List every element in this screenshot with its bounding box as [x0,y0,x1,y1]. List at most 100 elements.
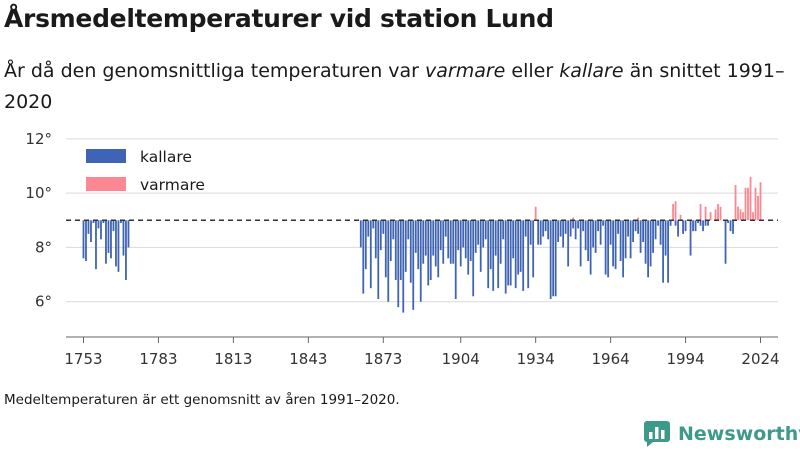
bar-kallare [727,220,729,223]
brand-name: Newsworthy [678,423,800,445]
bar-kallare [674,220,677,226]
bar-varmare [699,204,702,221]
bar-kallare [732,220,734,234]
bar-kallare [624,220,627,259]
bar-kallare [127,220,130,248]
bar-kallare [604,220,607,275]
bar-kallare [367,220,370,237]
bar-kallare [729,220,732,232]
bar-kallare [87,220,90,234]
bar-kallare [552,220,555,297]
bar-kallare [607,220,610,278]
bar-kallare [417,220,420,270]
bar-varmare [672,204,674,221]
bar-kallare [462,220,465,248]
bar-kallare [702,220,704,232]
bar-kallare [125,220,127,280]
bar-kallare [439,220,442,251]
bar-kallare [362,220,365,294]
bar-kallare [364,220,367,270]
bar-kallare [524,220,527,237]
bar-kallare [517,220,520,275]
bar-varmare [704,206,707,221]
bar-kallare [472,220,475,297]
bar-varmare [734,185,737,221]
y-tick-label: 6° [35,293,52,311]
bar-kallare [477,220,480,245]
bar-kallare [442,220,445,264]
bar-kallare [647,220,649,278]
bar-kallare [587,220,590,261]
bar-kallare [594,220,597,253]
bar-kallare [599,220,602,245]
bar-kallare [519,220,522,272]
bar-kallare [549,220,552,299]
bar-kallare [664,220,667,256]
bar-kallare [637,220,639,234]
x-tick-label: 1994 [666,350,704,368]
bar-kallare [487,220,490,289]
bar-varmare [742,212,744,221]
bar-kallare [684,220,687,232]
bar-kallare [632,220,634,242]
bar-kallare [644,220,647,264]
bar-kallare [584,220,587,251]
bar-kallare [627,220,630,237]
bar-varmare [709,212,712,221]
bar-kallare [444,220,447,237]
bar-kallare [92,220,95,223]
bar-kallare [457,220,460,251]
bar-kallare [592,220,595,248]
bar-kallare [559,220,562,237]
bar-kallare [97,220,100,229]
bar-kallare [574,220,577,240]
bar-kallare [689,220,692,256]
bar-varmare [679,214,682,221]
bar-kallare [577,220,580,229]
bar-kallare [432,220,435,256]
bar-kallare [374,220,377,259]
bar-varmare [637,217,639,221]
bar-kallare [482,220,485,248]
bar-kallare [554,220,557,297]
bar-kallare [389,220,392,261]
bar-kallare [372,220,375,229]
bar-kallare [669,220,672,226]
source-note: Medeltemperaturen är ett genomsnitt av å… [4,392,400,408]
y-tick-label: 8° [35,238,52,256]
bar-kallare [384,220,387,278]
bar-kallare [115,220,117,267]
bar-kallare [614,220,617,270]
bar-varmare [737,206,739,221]
bar-kallare [102,220,105,223]
bar-kallare [394,220,397,280]
bar-varmare [739,209,742,221]
bar-kallare [422,220,425,264]
bar-kallare [382,220,385,234]
legend-label-varmare: varmare [140,176,205,194]
bar-kallare [105,220,107,264]
subtitle-part3: än snittet 1991–2020 [4,60,785,113]
bar-varmare [747,187,749,221]
bar-kallare [107,220,110,253]
bar-kallare [569,220,572,237]
bar-kallare [529,220,532,245]
y-tick-label: 10° [25,184,52,202]
bar-kallare [379,220,382,251]
bar-kallare [634,220,637,232]
bar-kallare [509,220,512,286]
x-tick-label: 1843 [289,350,327,368]
bar-kallare [82,220,85,259]
bar-kallare [419,220,422,302]
x-tick-label: 1873 [364,350,402,368]
bar-kallare [452,220,455,264]
bar-kallare [409,220,412,283]
bar-kallare [112,220,115,232]
subtitle-part1: År då den genomsnittliga temperaturen va… [4,60,426,82]
bar-kallare [667,220,669,283]
x-tick-label: 1964 [592,350,630,368]
bar-kallare [707,220,709,226]
bar-kallare [512,220,515,259]
bar-varmare [752,212,754,221]
bar-varmare [719,206,722,221]
